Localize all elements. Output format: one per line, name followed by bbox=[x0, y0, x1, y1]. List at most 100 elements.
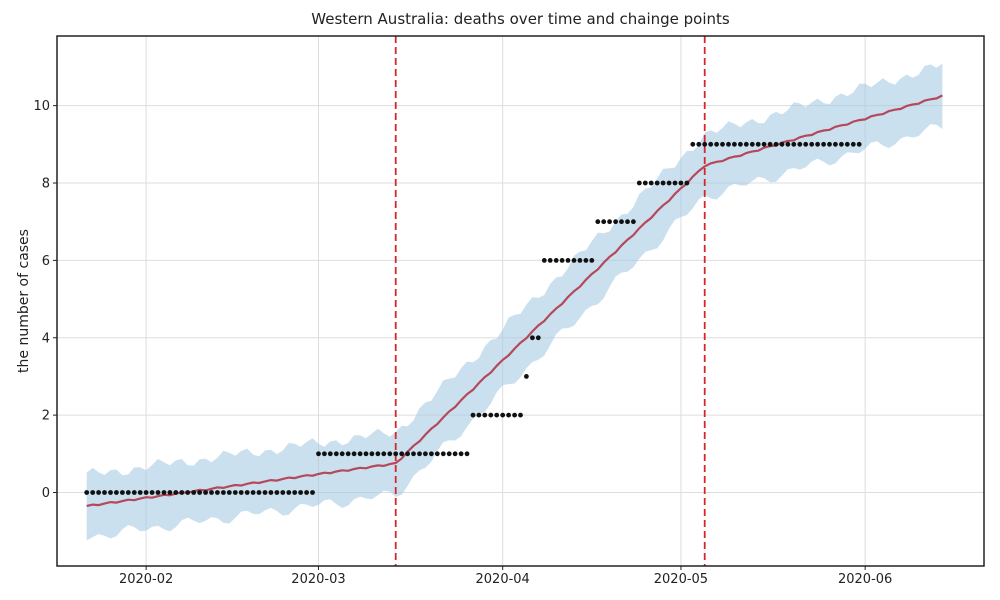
data-point bbox=[797, 141, 803, 147]
data-point bbox=[743, 141, 749, 147]
data-point bbox=[464, 451, 470, 457]
data-point bbox=[345, 451, 351, 457]
data-point bbox=[625, 219, 630, 225]
x-tick-label: 2020-03 bbox=[291, 572, 345, 587]
data-point bbox=[411, 451, 416, 457]
data-point bbox=[221, 490, 226, 495]
data-point bbox=[399, 451, 405, 457]
data-point bbox=[161, 490, 167, 495]
data-point bbox=[417, 451, 422, 457]
y-axis-ticks: 0 2 4 6 8 10 bbox=[33, 99, 57, 501]
plot-frame bbox=[56, 35, 985, 567]
data-point bbox=[203, 490, 209, 495]
data-point bbox=[185, 490, 191, 495]
y-tick-label: 2 bbox=[42, 409, 50, 424]
observed-points bbox=[84, 141, 862, 495]
y-tick-label: 0 bbox=[42, 486, 50, 501]
data-point bbox=[732, 141, 737, 147]
data-point bbox=[316, 451, 321, 457]
data-point bbox=[696, 141, 702, 147]
data-point bbox=[636, 180, 642, 186]
data-point bbox=[666, 180, 672, 186]
data-point bbox=[423, 451, 428, 457]
data-point bbox=[143, 490, 149, 495]
y-tick-label: 10 bbox=[33, 99, 50, 114]
data-point bbox=[226, 490, 232, 495]
data-point bbox=[541, 258, 547, 263]
data-point bbox=[339, 451, 345, 457]
data-point bbox=[779, 141, 785, 147]
data-point bbox=[500, 412, 506, 418]
data-point bbox=[844, 141, 850, 147]
data-point bbox=[375, 451, 381, 457]
data-point bbox=[767, 141, 773, 147]
changepoint-lines bbox=[394, 36, 706, 566]
data-point bbox=[648, 180, 654, 186]
data-point bbox=[262, 490, 268, 495]
data-point bbox=[434, 451, 440, 457]
data-point bbox=[215, 490, 220, 495]
data-point bbox=[197, 490, 203, 495]
data-point bbox=[530, 335, 535, 341]
data-point bbox=[452, 451, 458, 457]
data-point bbox=[446, 451, 452, 457]
data-point bbox=[322, 451, 327, 457]
data-point bbox=[726, 141, 731, 147]
data-point bbox=[850, 141, 856, 147]
data-point bbox=[96, 490, 101, 495]
data-point bbox=[268, 490, 274, 495]
x-tick-label: 2020-04 bbox=[476, 572, 530, 587]
data-point bbox=[791, 141, 797, 147]
data-point bbox=[833, 141, 838, 147]
data-point bbox=[476, 412, 482, 418]
y-tick-label: 8 bbox=[42, 177, 50, 192]
data-point bbox=[304, 490, 309, 495]
data-point bbox=[405, 451, 410, 457]
data-point bbox=[565, 258, 571, 263]
data-point bbox=[803, 141, 809, 147]
data-point bbox=[755, 141, 761, 147]
data-point bbox=[524, 374, 529, 379]
data-point bbox=[839, 141, 844, 147]
data-point bbox=[738, 141, 743, 147]
uncertainty-band bbox=[86, 63, 943, 541]
data-point bbox=[559, 258, 565, 263]
data-point bbox=[720, 141, 725, 147]
data-point bbox=[678, 180, 684, 186]
trend-line bbox=[86, 94, 943, 508]
data-point bbox=[601, 219, 607, 225]
data-point bbox=[292, 490, 298, 495]
x-tick-label: 2020-02 bbox=[119, 572, 173, 587]
data-point bbox=[660, 180, 666, 186]
data-point bbox=[351, 451, 357, 457]
data-point bbox=[327, 451, 333, 457]
data-point bbox=[821, 141, 826, 147]
data-point bbox=[631, 219, 636, 225]
data-point bbox=[595, 219, 601, 225]
data-point bbox=[583, 258, 589, 263]
data-point bbox=[84, 490, 90, 495]
data-point bbox=[607, 219, 612, 225]
data-point bbox=[137, 490, 143, 495]
data-point bbox=[827, 141, 832, 147]
data-point bbox=[256, 490, 262, 495]
data-point bbox=[90, 490, 96, 495]
data-point bbox=[114, 490, 119, 495]
data-point bbox=[613, 219, 618, 225]
data-point bbox=[167, 490, 173, 495]
data-point bbox=[102, 490, 107, 495]
data-point bbox=[369, 451, 375, 457]
data-point bbox=[654, 180, 660, 186]
data-point bbox=[274, 490, 280, 495]
data-point bbox=[131, 490, 137, 495]
data-point bbox=[619, 219, 624, 225]
data-point bbox=[470, 412, 476, 418]
data-point bbox=[672, 180, 678, 186]
y-axis-label: the number of cases bbox=[16, 229, 32, 373]
data-point bbox=[684, 180, 690, 186]
y-tick-label: 6 bbox=[42, 254, 50, 269]
data-point bbox=[535, 335, 541, 341]
data-point bbox=[494, 412, 500, 418]
data-point bbox=[387, 451, 393, 457]
